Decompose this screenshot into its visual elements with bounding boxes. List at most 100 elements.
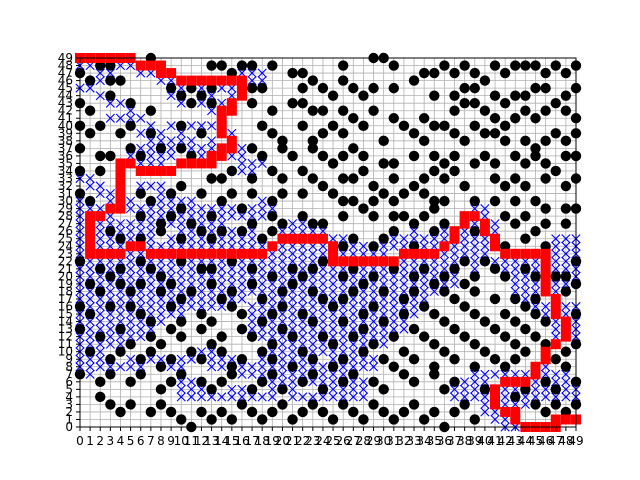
explored-cell-marker	[126, 309, 136, 319]
explored-cell-marker	[368, 279, 379, 289]
explored-cell-marker	[520, 399, 530, 409]
obstacle-marker	[540, 67, 551, 79]
explored-cell-marker	[176, 309, 186, 319]
explored-cell-marker	[368, 354, 379, 364]
explored-cell-marker	[176, 98, 186, 108]
y-tick-label: 47	[58, 66, 73, 80]
explored-cell-marker	[389, 324, 399, 334]
explored-cell-marker	[115, 301, 126, 312]
obstacle-marker	[176, 414, 187, 425]
explored-cell-marker	[328, 332, 338, 342]
explored-cell-marker	[338, 324, 348, 334]
obstacle-marker	[176, 180, 187, 192]
explored-cell-marker	[217, 392, 227, 402]
y-tick-label: 21	[58, 262, 73, 276]
explored-cell-marker	[105, 188, 115, 199]
explored-cell-marker	[541, 384, 551, 394]
obstacle-marker	[115, 406, 126, 418]
obstacle-marker	[297, 210, 308, 222]
path-marker	[166, 68, 177, 79]
obstacle-marker	[257, 316, 268, 327]
obstacle-marker	[479, 105, 491, 116]
y-tick-label: 34	[58, 164, 73, 178]
explored-cell-marker	[490, 414, 500, 425]
y-tick-label: 13	[58, 322, 73, 336]
explored-cell-marker	[399, 279, 409, 289]
x-tick-label: 42	[498, 434, 513, 448]
path-marker	[216, 105, 227, 116]
obstacle-marker	[358, 308, 369, 320]
obstacle-marker	[155, 143, 167, 154]
explored-cell-marker	[115, 271, 126, 281]
path-marker	[358, 256, 369, 267]
obstacle-marker	[368, 180, 379, 192]
explored-cell-marker	[237, 151, 247, 161]
obstacle-marker	[449, 263, 460, 275]
path-marker	[449, 233, 460, 244]
y-tick-label: 29	[58, 202, 73, 216]
path-marker	[95, 248, 106, 259]
obstacle-marker	[550, 271, 561, 282]
x-tick-label: 44	[518, 434, 533, 448]
obstacle-marker	[337, 316, 349, 327]
path-marker	[560, 414, 571, 425]
explored-cell-marker	[207, 106, 217, 116]
y-tick-label: 6	[65, 375, 73, 389]
path-marker	[388, 256, 399, 267]
path-marker	[500, 406, 511, 417]
explored-cell-marker	[419, 234, 429, 244]
explored-cell-marker	[196, 301, 207, 312]
obstacle-marker	[489, 293, 501, 305]
explored-cell-marker	[247, 271, 257, 281]
obstacle-marker	[348, 406, 359, 418]
obstacle-marker	[257, 376, 268, 388]
obstacle-marker	[408, 150, 420, 162]
explored-cell-marker	[368, 324, 379, 334]
explored-cell-marker	[237, 286, 247, 297]
x-tick-label: 11	[184, 434, 199, 448]
obstacle-marker	[520, 301, 531, 312]
obstacle-marker	[358, 165, 369, 177]
explored-cell-marker	[237, 279, 247, 289]
explored-cell-marker	[530, 384, 541, 394]
path-marker	[257, 248, 268, 259]
explored-cell-marker	[115, 339, 126, 349]
explored-cell-marker	[186, 264, 196, 274]
explored-cell-marker	[115, 113, 126, 123]
explored-cell-marker	[308, 294, 318, 304]
obstacle-marker	[125, 97, 136, 109]
explored-cell-marker	[328, 271, 338, 281]
explored-cell-marker	[318, 271, 328, 281]
obstacle-marker	[368, 241, 379, 252]
obstacle-marker	[236, 308, 248, 320]
x-tick-label: 20	[275, 434, 290, 448]
obstacle-marker	[196, 376, 207, 388]
obstacle-marker	[327, 301, 339, 312]
obstacle-marker	[499, 271, 511, 282]
explored-cell-marker	[267, 301, 277, 312]
path-marker	[226, 75, 237, 86]
obstacle-marker	[267, 406, 278, 418]
explored-cell-marker	[217, 362, 227, 372]
y-tick-label: 7	[65, 367, 73, 381]
x-tick-label: 7	[147, 434, 155, 448]
path-marker	[206, 150, 217, 161]
explored-cell-marker	[298, 339, 308, 349]
explored-cell-marker	[287, 271, 298, 281]
obstacle-marker	[277, 286, 288, 297]
obstacle-marker	[84, 75, 96, 86]
y-tick-label: 28	[58, 209, 73, 223]
obstacle-marker	[398, 308, 410, 320]
obstacle-marker	[196, 90, 207, 101]
explored-cell-marker	[389, 271, 399, 281]
explored-cell-marker	[409, 264, 419, 274]
explored-cell-marker	[176, 279, 186, 289]
explored-cell-marker	[298, 249, 308, 259]
x-tick-label: 49	[568, 434, 583, 448]
path-marker	[540, 263, 551, 274]
obstacle-marker	[236, 323, 248, 335]
obstacle-marker	[520, 263, 531, 275]
obstacle-marker	[165, 406, 177, 418]
obstacle-marker	[489, 354, 501, 365]
obstacle-marker	[499, 180, 511, 192]
